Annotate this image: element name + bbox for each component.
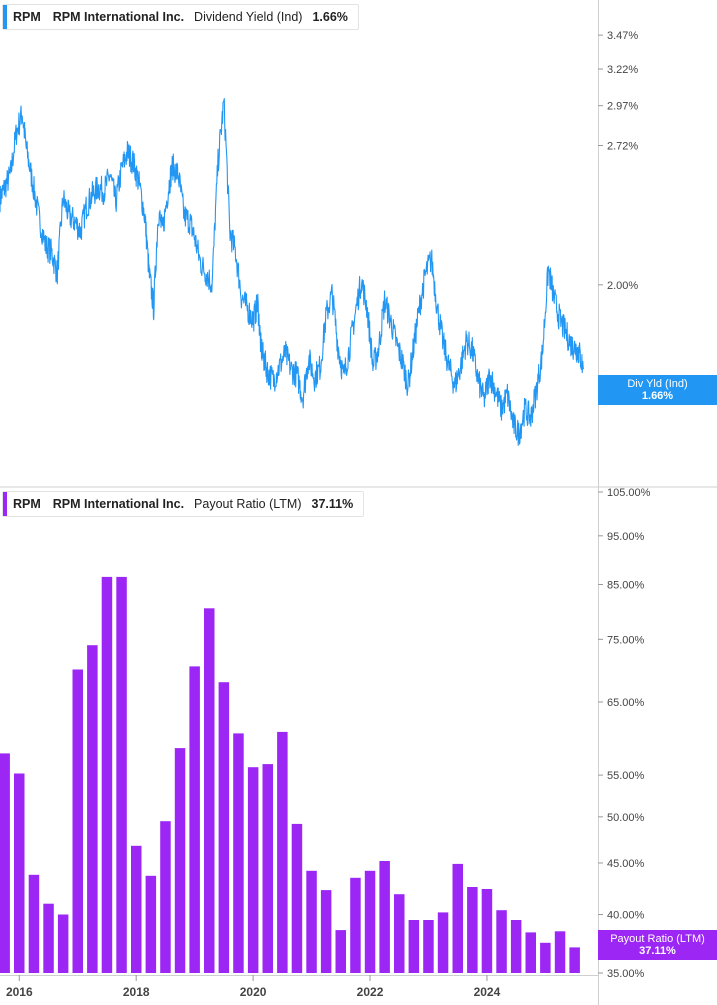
y-tick-label: 3.22%	[607, 64, 638, 76]
payout-ratio-legend[interactable]: RPM RPM International Inc. Payout Ratio …	[2, 491, 365, 517]
payout-ratio-bar	[0, 753, 10, 973]
y-tick-label: 3.47%	[607, 30, 638, 42]
series-color-swatch	[3, 5, 7, 29]
series-color-swatch	[3, 492, 7, 516]
payout-ratio-bar	[423, 920, 434, 973]
dividend-yield-value-tag: Div Yld (Ind) 1.66%	[598, 375, 717, 405]
tag-value: 1.66%	[641, 390, 674, 402]
payout-ratio-bar	[496, 910, 507, 973]
payout-ratio-bar	[525, 932, 536, 973]
payout-ratio-bar	[218, 682, 230, 973]
y-tick-label: 85.00%	[607, 580, 645, 592]
tag-label: Div Yld (Ind)	[627, 378, 688, 390]
payout-ratio-bar	[452, 863, 463, 973]
y-tick-label: 45.00%	[607, 858, 645, 870]
payout-ratio-bar	[540, 942, 551, 973]
y-tick-label: 50.00%	[607, 812, 645, 824]
x-tick-label: 2024	[474, 985, 501, 999]
payout-ratio-bar	[467, 887, 478, 973]
y-tick-label: 105.00%	[607, 487, 651, 499]
legend-value: 37.11%	[311, 497, 354, 511]
payout-ratio-bar	[379, 861, 390, 973]
dividend-yield-legend[interactable]: RPM RPM International Inc. Dividend Yiel…	[2, 4, 359, 30]
payout-ratio-bar	[291, 823, 303, 973]
payout-ratio-bar	[116, 576, 127, 973]
payout-ratio-bar	[14, 773, 25, 973]
payout-ratio-value-tag: Payout Ratio (LTM) 37.11%	[598, 930, 717, 960]
payout-ratio-bar	[174, 748, 186, 973]
payout-ratio-bar	[189, 666, 200, 973]
payout-ratio-bar	[131, 845, 142, 973]
y-tick-label: 65.00%	[607, 697, 645, 709]
y-tick-label: 95.00%	[607, 531, 645, 543]
payout-ratio-bar	[57, 914, 69, 973]
payout-ratio-bar	[335, 930, 346, 973]
x-tick-label: 2022	[357, 985, 384, 999]
payout-ratio-bar	[247, 767, 259, 973]
payout-ratio-bar	[481, 889, 493, 973]
y-tick-label: 40.00%	[607, 910, 645, 922]
y-tick-label: 75.00%	[607, 634, 645, 646]
legend-company: RPM International Inc.	[52, 10, 185, 24]
payout-ratio-bar	[72, 669, 83, 973]
payout-ratio-bar	[554, 931, 566, 973]
payout-ratio-bar	[408, 920, 420, 973]
payout-ratio-bar	[437, 912, 449, 973]
legend-value: 1.66%	[312, 10, 348, 24]
y-tick-label: 2.97%	[607, 101, 638, 113]
dividend-yield-line	[0, 98, 584, 446]
legend-ticker: RPM	[13, 497, 41, 511]
payout-ratio-bar	[43, 903, 54, 973]
payout-ratio-bar	[160, 821, 171, 973]
payout-ratio-bar	[87, 645, 98, 973]
y-tick-label: 2.00%	[607, 280, 638, 292]
payout-ratio-bar	[262, 764, 273, 973]
legend-ticker: RPM	[13, 10, 41, 24]
payout-ratio-bar	[28, 874, 40, 973]
payout-ratio-bar	[233, 733, 244, 973]
x-tick-label: 2016	[6, 985, 33, 999]
legend-metric: Payout Ratio (LTM)	[194, 497, 302, 511]
payout-ratio-bar	[569, 947, 580, 973]
y-tick-label: 55.00%	[607, 770, 645, 782]
x-tick-label: 2020	[240, 985, 267, 999]
x-tick-label: 2018	[123, 985, 150, 999]
legend-metric: Dividend Yield (Ind)	[194, 10, 303, 24]
y-tick-label: 2.72%	[607, 140, 638, 152]
payout-ratio-bar	[350, 877, 361, 973]
payout-ratio-bar	[101, 576, 113, 973]
payout-ratio-bar	[320, 890, 332, 973]
y-tick-label: 35.00%	[607, 968, 645, 980]
tag-value: 37.11%	[639, 945, 676, 957]
tag-label: Payout Ratio (LTM)	[610, 933, 705, 945]
legend-company: RPM International Inc.	[52, 497, 185, 511]
payout-ratio-bar	[277, 731, 288, 973]
payout-ratio-bar	[306, 870, 317, 973]
payout-ratio-bar	[364, 870, 376, 973]
payout-ratio-bar	[145, 875, 157, 973]
payout-ratio-bar	[394, 894, 405, 973]
payout-ratio-bar	[510, 920, 522, 973]
payout-ratio-bar	[204, 608, 215, 973]
